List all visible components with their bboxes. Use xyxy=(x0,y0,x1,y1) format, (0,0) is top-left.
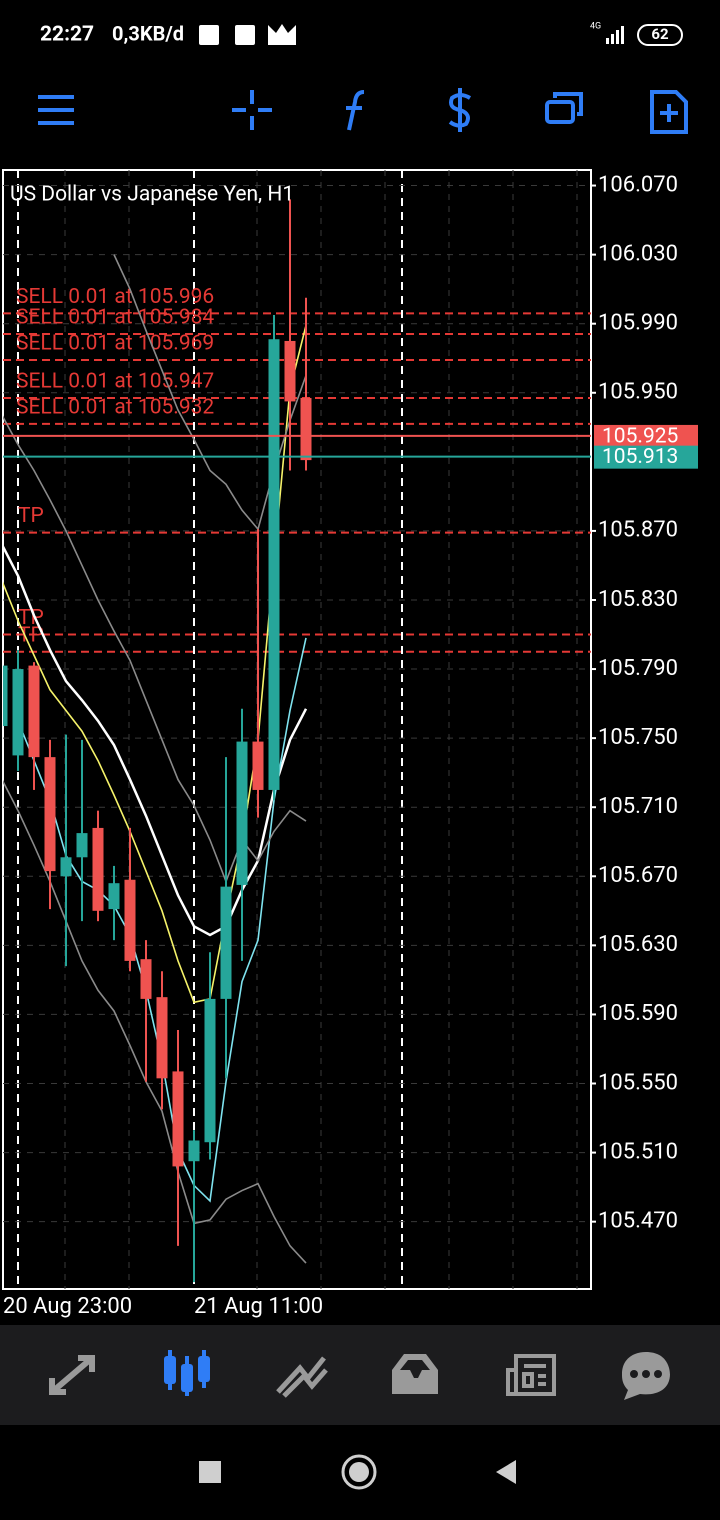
trade-tab[interactable] xyxy=(276,1356,328,1398)
home-button[interactable] xyxy=(341,1454,377,1490)
candle-body xyxy=(172,1071,184,1167)
y-tick-label: 105.550 xyxy=(598,1070,678,1095)
order-label: SELL 0.01 at 105.932 xyxy=(16,395,214,419)
y-tick-label: 105.630 xyxy=(598,932,678,957)
candle-body xyxy=(12,669,24,756)
status-time: 22:27 xyxy=(40,23,94,47)
y-tick-label: 106.070 xyxy=(598,172,678,197)
bid-label: 105.925 xyxy=(602,424,678,448)
candle-body xyxy=(3,665,8,727)
status-speed: 0,3KB/d xyxy=(112,21,184,45)
candle-body xyxy=(108,883,120,910)
candle-body xyxy=(204,998,216,1143)
order-label: SELL 0.01 at 105.969 xyxy=(16,332,214,356)
indicator-line xyxy=(3,415,307,884)
status-network: 4G xyxy=(590,21,601,31)
indicators-button[interactable] xyxy=(346,90,365,131)
y-tick-label: 105.470 xyxy=(598,1208,678,1233)
candle-body xyxy=(156,997,168,1079)
windows-button[interactable] xyxy=(545,92,583,124)
x-tick-label: 20 Aug 23:00 xyxy=(3,1294,132,1319)
y-tick-label: 105.590 xyxy=(598,1001,678,1026)
battery-icon xyxy=(637,24,683,46)
y-tick-label: 105.750 xyxy=(598,725,678,750)
session-separators xyxy=(17,170,403,1289)
candle-body xyxy=(124,879,136,961)
candle-body xyxy=(28,665,40,758)
x-tick-label: 21 Aug 11:00 xyxy=(194,1294,323,1319)
candle-body xyxy=(252,741,264,790)
candle-body xyxy=(76,833,88,858)
menu-button[interactable] xyxy=(38,95,74,125)
candle-body xyxy=(92,827,104,911)
signal-icon xyxy=(606,26,624,44)
candle-body xyxy=(188,1140,200,1162)
bottom-nav xyxy=(0,1325,720,1425)
candle-body xyxy=(268,339,280,790)
toolbar xyxy=(38,88,688,134)
y-tick-label: 105.670 xyxy=(598,863,678,888)
y-tick-label: 106.030 xyxy=(598,241,678,266)
crosshair-button[interactable] xyxy=(232,90,272,130)
y-tick-label: 105.510 xyxy=(598,1139,678,1164)
candle-body xyxy=(236,741,248,885)
new-order-button[interactable] xyxy=(650,90,688,134)
order-label: SELL 0.01 at 105.996 xyxy=(16,285,214,309)
plot-frame xyxy=(2,169,592,1290)
battery-level: 62 xyxy=(651,25,669,43)
history-tab[interactable] xyxy=(392,1354,438,1394)
chart-title: US Dollar vs Japanese Yen, H1 xyxy=(10,183,294,207)
recents-button[interactable] xyxy=(199,1461,221,1483)
indicator-line xyxy=(3,544,308,937)
candle-body xyxy=(140,959,152,999)
bid-label-box xyxy=(594,424,698,448)
candle-body xyxy=(300,397,312,461)
order-label: SELL 0.01 at 105.984 xyxy=(16,306,214,330)
candle-body xyxy=(284,340,296,402)
ask-label-box xyxy=(594,445,698,469)
trade-button[interactable] xyxy=(448,88,472,132)
y-tick-label: 105.710 xyxy=(598,794,678,819)
candle-body xyxy=(220,886,232,999)
order-label: SELL 0.01 at 105.947 xyxy=(16,369,214,393)
chart-tab[interactable] xyxy=(164,1350,210,1396)
y-tick-label: 105.790 xyxy=(598,656,678,681)
messages-tab[interactable] xyxy=(622,1352,670,1400)
quotes-tab[interactable] xyxy=(49,1355,95,1395)
candle-body xyxy=(44,757,56,872)
tp-label: TP xyxy=(18,504,44,528)
y-tick-label: 105.870 xyxy=(598,518,678,543)
y-tick-label: 105.830 xyxy=(598,587,678,612)
news-tab[interactable] xyxy=(506,1354,556,1396)
candle-body xyxy=(60,857,72,877)
y-tick-label: 105.990 xyxy=(598,311,678,336)
status-icons xyxy=(199,24,296,45)
back-button[interactable] xyxy=(496,1460,516,1484)
y-tick-label: 105.950 xyxy=(598,380,678,405)
ask-label: 105.913 xyxy=(602,445,678,469)
indicator-line xyxy=(3,779,307,1264)
